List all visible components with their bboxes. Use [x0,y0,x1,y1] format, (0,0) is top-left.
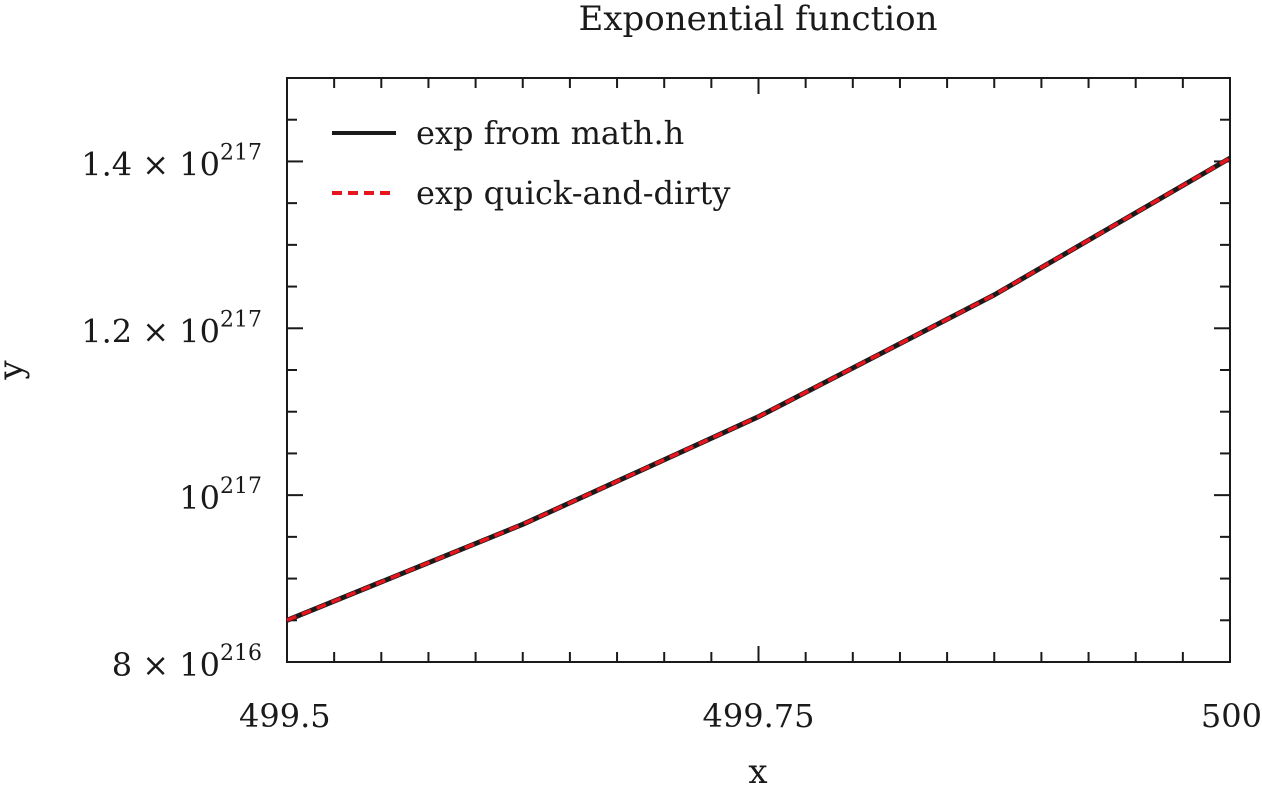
x-tick-label: 500 [1201,697,1262,735]
y-tick-mantissa: 8 × 10 [112,646,220,684]
y-tick-mantissa: 10 [179,479,220,517]
x-tick-label: 499.5 [239,697,331,735]
chart-title: Exponential function [579,0,938,39]
x-axis-label: x [748,752,767,787]
series-lines [286,155,1232,623]
y-tick-exponent: 217 [220,307,262,332]
series-line-2 [286,156,1231,622]
plot-frame [286,77,1231,663]
series-line-1 [286,155,1232,623]
y-tick-exponent: 216 [220,641,262,666]
y-tick-label: 10217 [179,474,262,517]
y-axis-label: y [0,360,31,381]
legend-label-2: exp quick-and-dirty [416,174,730,212]
y-tick-label: 8 × 10216 [112,641,262,684]
y-tick-mantissa: 1.2 × 10 [81,312,220,350]
x-tick-label: 499.75 [703,697,815,735]
y-tick-exponent: 217 [220,140,262,165]
y-tick-label: 1.2 × 10217 [81,307,262,350]
legend: exp from math.h exp quick-and-dirty [332,114,730,212]
tick-marks [287,77,1230,662]
legend-label-1: exp from math.h [416,114,684,152]
y-tick-label: 1.4 × 10217 [81,140,262,183]
y-tick-exponent: 217 [220,474,262,499]
y-tick-mantissa: 1.4 × 10 [81,145,220,183]
